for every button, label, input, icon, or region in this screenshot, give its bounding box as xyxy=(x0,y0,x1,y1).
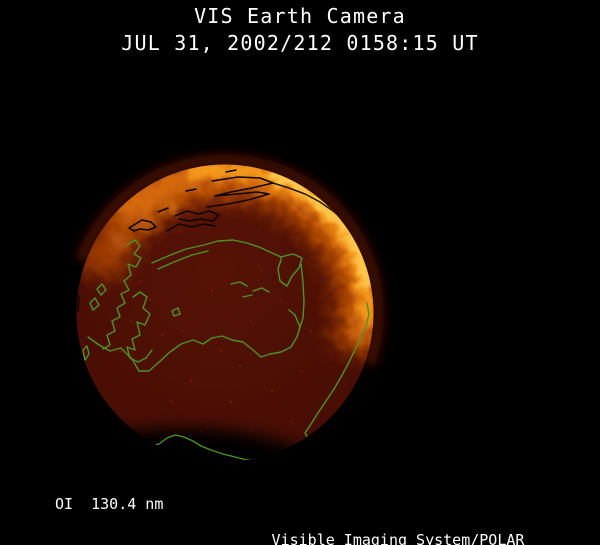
earth-disc xyxy=(76,164,374,462)
limb-fringe xyxy=(66,154,384,472)
wavelength-label: OI 130.4 nm xyxy=(55,495,164,513)
timestamp: JUL 31, 2002/212 0158:15 UT xyxy=(121,31,479,55)
credit-line-1: Visible Imaging System/POLAR xyxy=(271,531,525,545)
credit-block: Visible Imaging System/POLAR The Univers… xyxy=(254,493,543,545)
page-title: VIS Earth Camera xyxy=(194,4,406,28)
disc-body xyxy=(76,164,374,462)
